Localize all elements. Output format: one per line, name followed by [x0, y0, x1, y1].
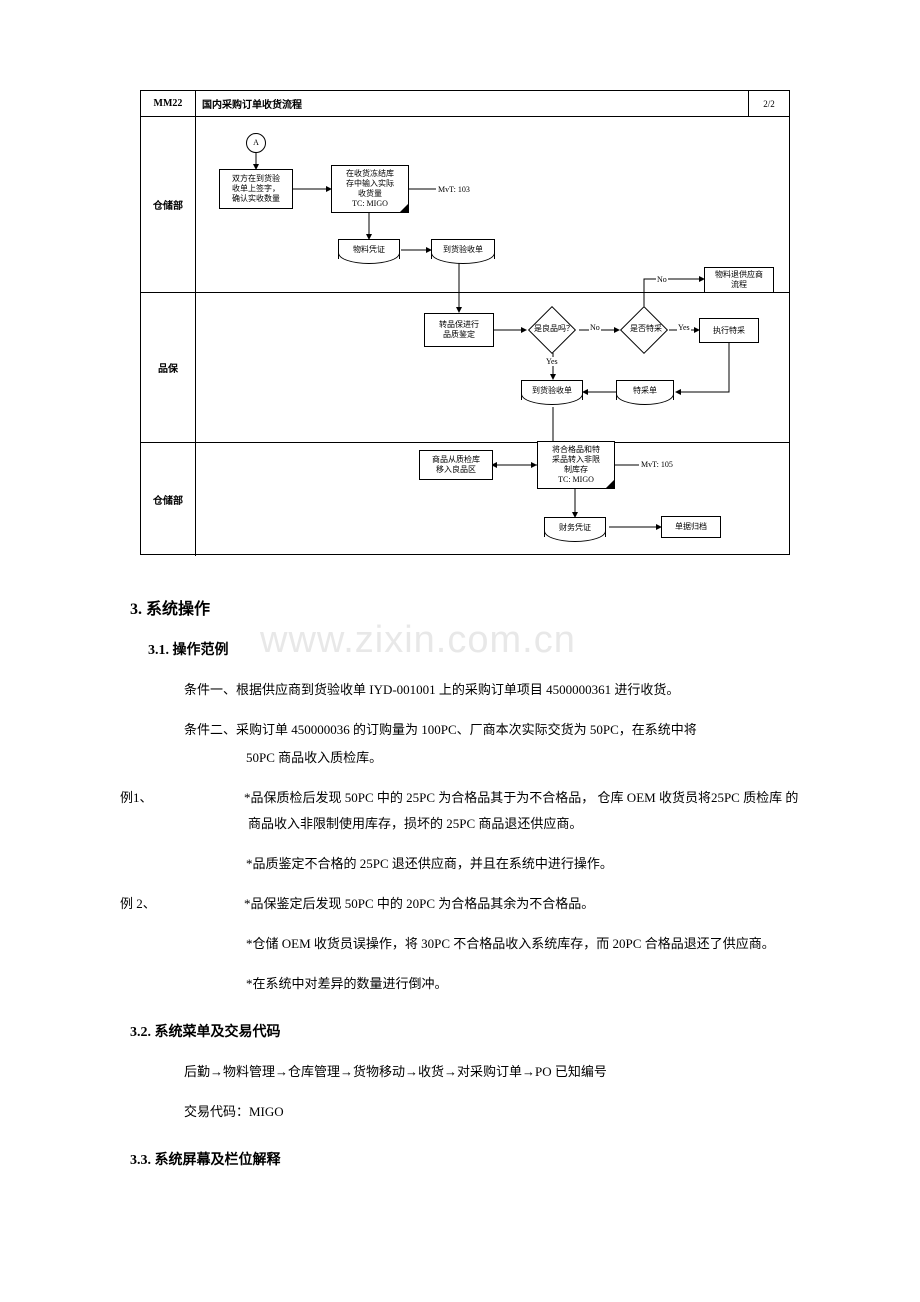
connector-a: A: [246, 133, 266, 153]
ex2b: *仓储 OEM 收货员误操作，将 30PC 不合格品收入系统库存，而 20PC …: [246, 931, 800, 957]
flowchart-page: 2/2: [749, 91, 789, 116]
cond2b: 50PC 商品收入质检库。: [246, 745, 800, 771]
node-text: 转品保进行: [439, 320, 479, 330]
section-3: 3. 系统操作: [130, 595, 800, 619]
flowchart-code: MM22: [141, 91, 196, 116]
doc-material: 物料凭证: [338, 239, 400, 259]
doc-receipt: 到货验收单: [431, 239, 495, 259]
node-text: 在收货冻结库: [346, 169, 394, 179]
node-text: TC: MIGO: [352, 199, 388, 209]
node-qa-check: 转品保进行 品质鉴定: [424, 313, 494, 347]
edge-no: No: [656, 275, 668, 284]
node-text: 物料退供应商 流程: [715, 270, 763, 290]
doc-special: 特采单: [616, 380, 674, 400]
node-text: 移入良品区: [436, 465, 476, 475]
ex1-text: *品保质检后发现 50PC 中的 25PC 为合格品其于为不合格品， 仓库 OE…: [244, 790, 798, 831]
node-migo-103: 在收货冻结库 存中输入实际 收货量 TC: MIGO: [331, 165, 409, 213]
decision-special-label: 是否特采: [609, 324, 683, 334]
node-migo-105: 将合格品和特 采品转入非限 制库存 TC: MIGO: [537, 441, 615, 489]
flowchart-title: 国内采购订单收货流程: [196, 91, 749, 116]
watermark: www.zixin.com.cn: [260, 619, 576, 662]
doc-text: 财务凭证: [559, 523, 591, 533]
flowchart-body: 仓储部 品保 仓储部: [141, 117, 789, 556]
node-text: 商品从质检库: [432, 455, 480, 465]
edge-yes: Yes: [677, 323, 691, 332]
doc-text: 特采单: [633, 386, 657, 396]
node-text: 执行特采: [713, 326, 745, 336]
node-text: 单据归档: [675, 522, 707, 532]
cond2a: 条件二、采购订单 450000036 的订购量为 100PC、厂商本次实际交货为…: [184, 717, 800, 743]
ex2c: *在系统中对差异的数量进行倒冲。: [246, 971, 800, 997]
flowchart: MM22 国内采购订单收货流程 2/2 仓储部 品保 仓储部: [140, 90, 790, 555]
node-text: 将合格品和特: [552, 445, 600, 455]
flowchart-header: MM22 国内采购订单收货流程 2/2: [141, 91, 789, 117]
lane-warehouse-1: 仓储部: [141, 117, 196, 292]
doc-finance: 财务凭证: [544, 517, 606, 537]
menu-path: 后勤→物料管理→仓库管理→货物移动→收货→对采购订单→PO 已知编号: [184, 1059, 800, 1085]
node-return-process: 物料退供应商 流程: [704, 267, 774, 293]
ex2-prefix: 例 2、: [184, 891, 244, 917]
node-sign-confirm: 双方在到货验 收单上签字， 确认实收数量: [219, 169, 293, 209]
node-archive: 单据归档: [661, 516, 721, 538]
tcode: 交易代码：MIGO: [184, 1099, 800, 1125]
ex2-text: *品保鉴定后发现 50PC 中的 20PC 为合格品其余为不合格品。: [244, 896, 594, 911]
node-text: 品质鉴定: [443, 330, 475, 340]
node-text: 收货量: [358, 189, 382, 199]
ex2: 例 2、*品保鉴定后发现 50PC 中的 20PC 为合格品其余为不合格品。: [184, 891, 800, 917]
edge-yes: Yes: [545, 357, 559, 366]
node-text: 双方在到货验: [232, 174, 280, 184]
cond1: 条件一、根据供应商到货验收单 IYD-001001 上的采购订单项目 45000…: [184, 677, 800, 703]
ex1-prefix: 例1、: [184, 785, 244, 811]
node-text: 制库存: [564, 465, 588, 475]
lane-divider: [141, 292, 789, 293]
doc-text: 到货验收单: [532, 386, 572, 396]
node-text: 收单上签字，: [232, 184, 280, 194]
lane-warehouse-2: 仓储部: [141, 442, 196, 556]
node-special-pick: 执行特采: [699, 318, 759, 343]
doc-text: 物料凭证: [353, 245, 385, 255]
doc-receipt-2: 到货验收单: [521, 380, 583, 400]
node-move-stock: 商品从质检库 移入良品区: [419, 450, 493, 480]
ex1b: *品质鉴定不合格的 25PC 退还供应商，并且在系统中进行操作。: [246, 851, 800, 877]
ex1: 例1、*品保质检后发现 50PC 中的 25PC 为合格品其于为不合格品， 仓库…: [184, 785, 800, 837]
node-text: 存中输入实际: [346, 179, 394, 189]
lane-qa: 品保: [141, 292, 196, 442]
doc-text: 到货验收单: [443, 245, 483, 255]
note-mvt105: MvT: 105: [641, 460, 673, 469]
node-text: 采品转入非限: [552, 455, 600, 465]
node-text: TC: MIGO: [558, 475, 594, 485]
decision-good-label: 是良品吗？: [517, 324, 591, 334]
edge-no: No: [589, 323, 601, 332]
section-3-3: 3.3. 系统屏幕及栏位解释: [130, 1149, 800, 1169]
lane-divider: [141, 442, 789, 443]
node-text: 确认实收数量: [232, 194, 280, 204]
section-3-2: 3.2. 系统菜单及交易代码: [130, 1021, 800, 1041]
note-mvt103: MvT: 103: [438, 185, 470, 194]
